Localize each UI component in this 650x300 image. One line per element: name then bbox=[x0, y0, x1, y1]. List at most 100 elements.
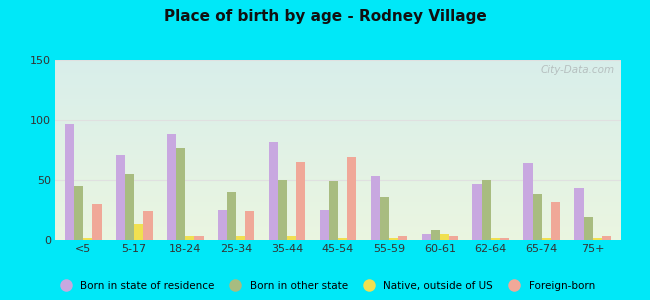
Bar bbox=[194, 236, 203, 240]
Bar bbox=[55, 202, 621, 203]
Bar bbox=[482, 180, 491, 240]
Bar bbox=[370, 176, 380, 240]
Bar bbox=[55, 196, 621, 197]
Bar bbox=[55, 153, 621, 154]
Bar bbox=[55, 81, 621, 82]
Bar bbox=[440, 234, 449, 240]
Bar bbox=[55, 182, 621, 183]
Bar bbox=[55, 99, 621, 100]
Bar bbox=[55, 92, 621, 93]
Bar bbox=[593, 238, 602, 240]
Bar bbox=[55, 189, 621, 190]
Bar bbox=[55, 120, 621, 121]
Bar bbox=[55, 218, 621, 219]
Bar bbox=[55, 100, 621, 101]
Bar bbox=[398, 236, 408, 240]
Bar bbox=[55, 237, 621, 238]
Bar bbox=[55, 220, 621, 221]
Bar bbox=[65, 124, 74, 240]
Bar bbox=[55, 226, 621, 227]
Bar bbox=[55, 69, 621, 70]
Bar bbox=[55, 91, 621, 92]
Bar bbox=[245, 211, 254, 240]
Bar bbox=[55, 173, 621, 174]
Bar bbox=[55, 224, 621, 225]
Bar bbox=[55, 232, 621, 233]
Bar bbox=[55, 63, 621, 64]
Bar bbox=[55, 97, 621, 98]
Bar bbox=[55, 61, 621, 62]
Bar bbox=[125, 174, 134, 240]
Bar bbox=[55, 154, 621, 155]
Bar bbox=[55, 142, 621, 143]
Bar bbox=[55, 147, 621, 148]
Bar bbox=[347, 157, 356, 240]
Bar bbox=[55, 214, 621, 215]
Bar bbox=[55, 141, 621, 142]
Bar bbox=[55, 184, 621, 185]
Bar bbox=[55, 102, 621, 103]
Bar bbox=[55, 157, 621, 158]
Bar bbox=[55, 161, 621, 162]
Bar bbox=[55, 178, 621, 179]
Bar bbox=[55, 175, 621, 176]
Bar bbox=[55, 146, 621, 147]
Bar bbox=[55, 82, 621, 83]
Bar bbox=[55, 238, 621, 239]
Bar bbox=[338, 238, 347, 240]
Bar bbox=[55, 123, 621, 124]
Bar bbox=[55, 127, 621, 128]
Bar bbox=[55, 160, 621, 161]
Bar bbox=[532, 194, 542, 240]
Bar bbox=[55, 206, 621, 207]
Bar bbox=[55, 208, 621, 209]
Bar bbox=[55, 136, 621, 137]
Bar bbox=[55, 138, 621, 139]
Bar bbox=[55, 187, 621, 188]
Bar bbox=[55, 209, 621, 210]
Bar bbox=[55, 152, 621, 153]
Bar bbox=[55, 103, 621, 104]
Bar bbox=[278, 180, 287, 240]
Bar bbox=[55, 216, 621, 217]
Bar bbox=[55, 183, 621, 184]
Bar bbox=[55, 190, 621, 191]
Bar bbox=[55, 74, 621, 75]
Bar bbox=[55, 181, 621, 182]
Bar bbox=[55, 108, 621, 109]
Bar bbox=[134, 224, 144, 240]
Bar bbox=[55, 176, 621, 177]
Bar bbox=[55, 105, 621, 106]
Bar bbox=[227, 192, 236, 240]
Bar bbox=[55, 82, 621, 83]
Bar bbox=[55, 77, 621, 78]
Bar bbox=[55, 236, 621, 237]
Bar bbox=[55, 149, 621, 150]
Bar bbox=[55, 131, 621, 132]
Bar bbox=[55, 213, 621, 214]
Bar bbox=[55, 88, 621, 89]
Bar bbox=[55, 116, 621, 117]
Bar bbox=[55, 64, 621, 65]
Bar bbox=[144, 211, 153, 240]
Bar bbox=[55, 110, 621, 111]
Bar bbox=[55, 151, 621, 152]
Bar bbox=[55, 198, 621, 199]
Bar bbox=[55, 191, 621, 192]
Bar bbox=[218, 210, 227, 240]
Bar bbox=[55, 112, 621, 113]
Bar bbox=[55, 129, 621, 130]
Bar bbox=[55, 239, 621, 240]
Bar bbox=[55, 221, 621, 222]
Bar bbox=[575, 188, 584, 240]
Bar bbox=[55, 130, 621, 131]
Bar bbox=[380, 197, 389, 240]
Bar bbox=[55, 163, 621, 164]
Bar bbox=[176, 148, 185, 240]
Bar bbox=[55, 89, 621, 90]
Bar bbox=[55, 188, 621, 189]
Bar bbox=[55, 185, 621, 186]
Bar bbox=[55, 93, 621, 94]
Bar bbox=[167, 134, 176, 240]
Bar bbox=[55, 234, 621, 235]
